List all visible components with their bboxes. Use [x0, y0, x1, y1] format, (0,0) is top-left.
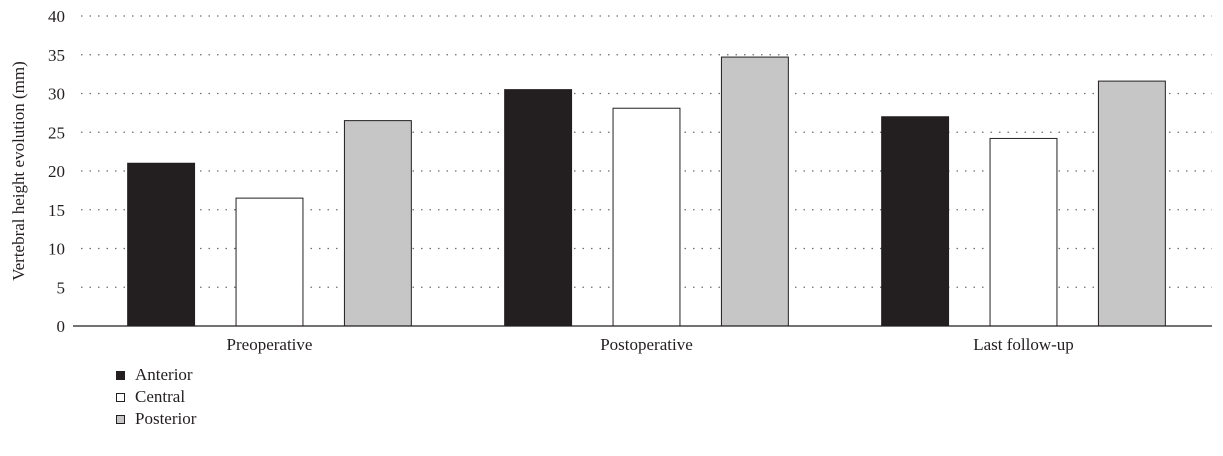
- y-axis-ticks: 0 5 10 15 20 25 30 35 40: [48, 7, 65, 336]
- bar-central: [612, 107, 681, 327]
- bars: [127, 56, 1166, 327]
- x-tick-label: Last follow-up: [973, 335, 1074, 354]
- x-tick-label: Preoperative: [227, 335, 313, 354]
- bar-central: [235, 197, 304, 327]
- bar-posterior: [720, 56, 789, 327]
- y-tick-label: 15: [48, 201, 65, 220]
- legend-item: Anterior: [116, 364, 196, 386]
- y-tick-label: 5: [57, 278, 66, 297]
- legend-swatch: [116, 414, 125, 424]
- legend-item: Posterior: [116, 408, 196, 430]
- y-tick-label: 35: [48, 46, 65, 65]
- legend: Anterior Central Posterior: [116, 364, 196, 430]
- bar-posterior: [1097, 80, 1166, 327]
- y-tick-label: 25: [48, 123, 65, 142]
- y-tick-label: 30: [48, 85, 65, 104]
- bar-anterior: [881, 116, 950, 327]
- legend-swatch: [116, 370, 125, 380]
- bar-anterior: [504, 89, 573, 327]
- y-tick-label: 20: [48, 162, 65, 181]
- legend-item: Central: [116, 386, 196, 408]
- y-axis-title: Vertebral height evolution (mm): [9, 61, 28, 281]
- bar-central: [989, 137, 1058, 327]
- legend-label: Central: [135, 387, 186, 406]
- bar-posterior: [343, 120, 412, 327]
- legend-swatch: [116, 392, 125, 402]
- x-tick-label: Postoperative: [600, 335, 693, 354]
- x-axis-tick-labels: Preoperative Postoperative Last follow-up: [227, 335, 1074, 354]
- y-tick-label: 0: [57, 317, 66, 336]
- y-tick-label: 40: [48, 7, 65, 26]
- y-tick-label: 10: [48, 240, 65, 259]
- legend-label: Posterior: [135, 409, 197, 428]
- legend-label: Anterior: [135, 365, 193, 384]
- bar-anterior: [127, 162, 196, 327]
